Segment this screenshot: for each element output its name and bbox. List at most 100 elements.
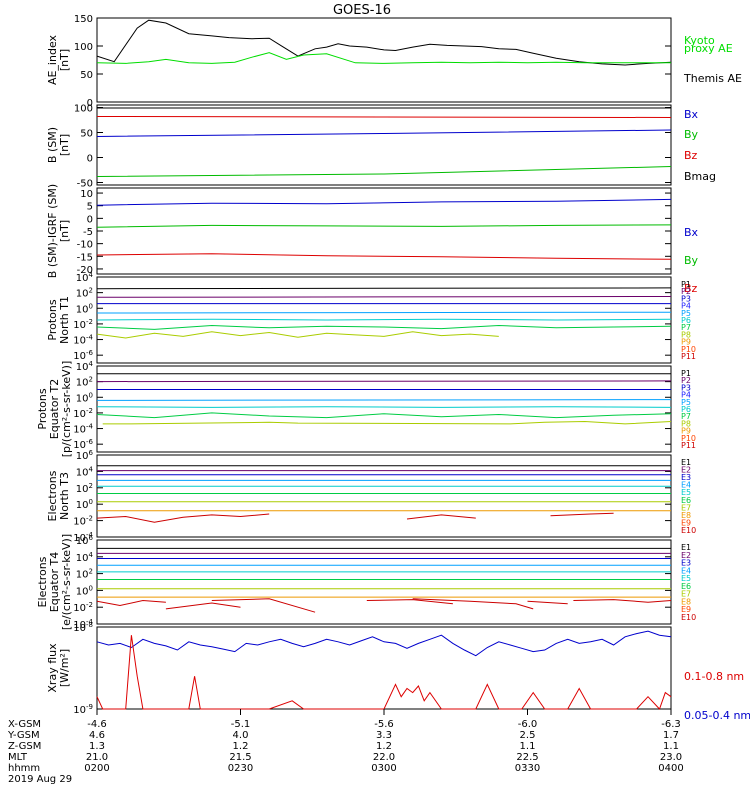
row-label: Z-GSM xyxy=(8,741,41,752)
y-axis-label: AE_index xyxy=(46,34,59,85)
x-tick-value: 4.0 xyxy=(233,730,249,741)
y-tick-label: 10-2 xyxy=(73,515,93,528)
legend-label: P2 xyxy=(681,287,691,296)
series-e9d xyxy=(366,599,453,605)
legend-label: E10 xyxy=(681,526,696,535)
x-tick-value: 1.1 xyxy=(663,741,679,752)
legend-label: P6 xyxy=(681,405,691,414)
series-e9b xyxy=(165,602,241,610)
legend-label: E4 xyxy=(681,481,691,490)
y-tick-label: -20 xyxy=(77,265,93,276)
y-tick-label: 10-2 xyxy=(73,318,93,331)
y-tick-label: 10-4 xyxy=(73,423,93,436)
x-tick-value: 4.6 xyxy=(89,730,105,741)
y-tick-label: 104 xyxy=(76,271,94,284)
x-tick-value: 0300 xyxy=(371,763,396,774)
legend-label: Bz xyxy=(684,149,698,162)
plot-title: GOES-16 xyxy=(333,3,391,18)
y-tick-label: 100 xyxy=(76,391,93,404)
series-p6 xyxy=(96,412,672,419)
legend-label: P3 xyxy=(681,294,691,303)
y-tick-label: 10-8 xyxy=(73,621,93,634)
y-tick-label: 10 xyxy=(80,189,93,200)
legend-label: Themis AE xyxy=(683,72,742,85)
x-tick-value: 22.5 xyxy=(516,752,538,763)
row-label: 2019 Aug 29 xyxy=(8,774,72,785)
y-axis-label: B (SM) xyxy=(46,127,59,163)
y-tick-label: -50 xyxy=(77,179,93,190)
series-kyoto-proxy-ae xyxy=(96,52,671,64)
legend-label: Bx xyxy=(684,108,699,121)
series-bx xyxy=(96,198,672,206)
y-axis-label: [p/(cm²-s-sr-keV)] xyxy=(60,361,73,458)
legend-label: P11 xyxy=(681,352,696,361)
y-tick-label: 102 xyxy=(76,482,93,495)
panel-frame xyxy=(96,365,672,453)
y-axis-label: Electrons xyxy=(46,470,59,521)
y-axis-label: [e/(cm²-s-sr-keV)] xyxy=(60,534,73,630)
legend-label: P7 xyxy=(681,412,691,421)
legend-label: E3 xyxy=(681,473,691,482)
legend-label: Bx xyxy=(684,226,699,239)
panel-frame xyxy=(96,539,672,625)
series-p2 xyxy=(96,380,672,383)
x-tick-value: -6.3 xyxy=(661,719,681,730)
x-tick-value: -4.6 xyxy=(87,719,107,730)
y-tick-label: 10-4 xyxy=(73,531,93,544)
x-tick-value: -5.6 xyxy=(374,719,394,730)
x-tick-value: 1.7 xyxy=(663,730,679,741)
series-p2 xyxy=(96,296,672,298)
legend-label: P4 xyxy=(681,302,691,311)
series-bz xyxy=(96,253,672,260)
y-tick-label: 10-6 xyxy=(73,438,93,451)
y-axis-label: Xray flux xyxy=(46,643,59,693)
panel-protons_north_t1: 104 102 100 10-2 10-4 10-6 Protons North T1 P1P2… xyxy=(46,271,696,364)
y-tick-label: 50 xyxy=(80,70,93,81)
legend-label: E7 xyxy=(681,503,691,512)
panel-frame xyxy=(96,17,672,103)
x-tick-value: -6.0 xyxy=(518,719,538,730)
x-tick-value: 1.2 xyxy=(233,741,249,752)
legend-label: E5 xyxy=(681,574,691,583)
x-tick-value: 0230 xyxy=(228,763,253,774)
legend-label: E6 xyxy=(681,496,691,505)
legend-label: P5 xyxy=(681,309,691,318)
legend-label: E6 xyxy=(681,582,691,591)
legend-label: E4 xyxy=(681,566,691,575)
y-axis-label: B (SM)-IGRF (SM) xyxy=(46,184,59,278)
y-axis-label: Protons xyxy=(36,388,49,429)
y-axis-label: Equator T2 xyxy=(48,379,61,439)
y-tick-label: 10-9 xyxy=(73,703,93,716)
legend-label: E2 xyxy=(681,551,691,560)
legend-label: P2 xyxy=(681,376,691,385)
y-tick-label: 102 xyxy=(76,376,93,389)
y-axis-label: [nT] xyxy=(58,134,71,156)
y-axis-label: [nT] xyxy=(58,220,71,242)
legend-label: Kyoto xyxy=(684,34,715,47)
series-p4 xyxy=(96,311,672,314)
y-axis-label: Equator T4 xyxy=(48,552,61,612)
x-tick-value: 2.5 xyxy=(520,730,536,741)
series-p5 xyxy=(96,406,672,408)
x-tick-value: -5.1 xyxy=(231,719,251,730)
y-tick-label: 106 xyxy=(76,449,94,462)
y-tick-label: 104 xyxy=(76,551,94,564)
legend-label: E3 xyxy=(681,559,691,568)
legend-label: P10 xyxy=(681,345,696,354)
series-e9c xyxy=(211,598,316,613)
row-label: MLT xyxy=(8,752,28,763)
panel-frame xyxy=(96,626,672,710)
series-0-1-0-8-nm xyxy=(96,635,672,710)
y-tick-label: 100 xyxy=(76,584,93,597)
y-tick-label: 150 xyxy=(74,14,93,25)
panel-protons_equator_t2: 104 102 100 10-2 10-4 10-6 Protons Equator T2 [p… xyxy=(36,360,696,457)
legend-label: P7 xyxy=(681,323,691,332)
series-p5 xyxy=(96,318,672,321)
x-tick-value: 23.0 xyxy=(660,752,682,763)
x-tick-value: 3.3 xyxy=(376,730,392,741)
series-bx xyxy=(96,129,672,137)
y-tick-label: 10-2 xyxy=(73,601,93,614)
